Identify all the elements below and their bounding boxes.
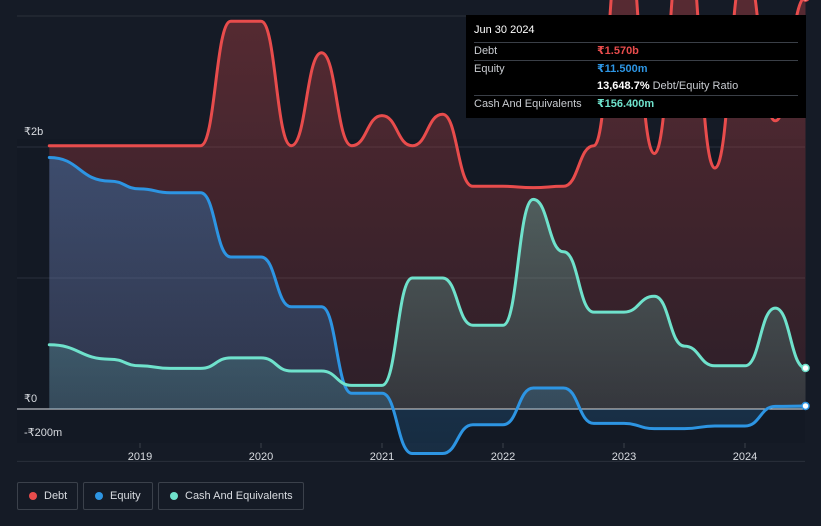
tooltip-cash-row: Cash And Equivalents ₹156.400m bbox=[474, 95, 798, 113]
tooltip-equity-value: ₹11.500m bbox=[597, 63, 648, 75]
legend-equity-dot bbox=[95, 492, 103, 500]
legend-cash[interactable]: Cash And Equivalents bbox=[158, 482, 304, 510]
debt-line bbox=[47, 0, 805, 190]
tooltip-cash-label: Cash And Equivalents bbox=[474, 98, 582, 110]
series-endpoints bbox=[801, 0, 810, 411]
y-tick-label: ₹0 bbox=[24, 393, 37, 405]
tooltip-date: Jun 30 2024 bbox=[474, 24, 535, 36]
tooltip-debt-row: Debt ₹1.570b bbox=[474, 42, 798, 60]
y-tick-label: -₹200m bbox=[24, 427, 62, 439]
tooltip-debt-value: ₹1.570b bbox=[597, 45, 639, 57]
tooltip-cash-value: ₹156.400m bbox=[597, 98, 655, 110]
legend-cash-label: Cash And Equivalents bbox=[185, 490, 293, 502]
y-axis-labels: ₹2b ₹0 -₹200m bbox=[24, 126, 62, 439]
debt-endpoint bbox=[801, 0, 810, 2]
x-tick-label: 2022 bbox=[491, 451, 515, 463]
legend-debt-dot bbox=[29, 492, 37, 500]
tooltip-ratio-value: 13,648.7% bbox=[597, 80, 650, 92]
cash-and-equivalents-endpoint bbox=[801, 363, 810, 373]
legend-debt[interactable]: Debt bbox=[17, 482, 78, 510]
legend-equity[interactable]: Equity bbox=[83, 482, 153, 510]
legend-debt-label: Debt bbox=[44, 490, 68, 502]
x-axis-labels: 2019 2020 2021 2022 2023 2024 bbox=[128, 443, 757, 463]
x-tick-label: 2024 bbox=[733, 451, 757, 463]
x-tick-label: 2020 bbox=[249, 451, 273, 463]
tooltip-ratio-label: Debt/Equity Ratio bbox=[652, 80, 739, 92]
x-tick-label: 2023 bbox=[612, 451, 636, 463]
x-tick-label: 2019 bbox=[128, 451, 152, 463]
tooltip-equity-row: Equity ₹11.500m bbox=[474, 60, 798, 78]
tooltip-equity-label: Equity bbox=[474, 63, 505, 75]
x-tick-label: 2021 bbox=[370, 451, 394, 463]
data-tooltip: Jun 30 2024 Debt ₹1.570b Equity ₹11.500m… bbox=[466, 15, 806, 118]
tooltip-debt-label: Debt bbox=[474, 45, 498, 57]
equity-line bbox=[47, 156, 807, 455]
y-tick-label: ₹2b bbox=[24, 126, 43, 138]
legend-equity-label: Equity bbox=[110, 490, 141, 502]
series-lines bbox=[47, 0, 807, 455]
tooltip-ratio-row: 13,648.7% Debt/Equity Ratio bbox=[474, 78, 798, 95]
cash-and-equivalents-line bbox=[47, 197, 807, 387]
cash-and-equivalents-area bbox=[49, 199, 806, 409]
equity-endpoint bbox=[801, 401, 810, 411]
legend-cash-dot bbox=[170, 492, 178, 500]
